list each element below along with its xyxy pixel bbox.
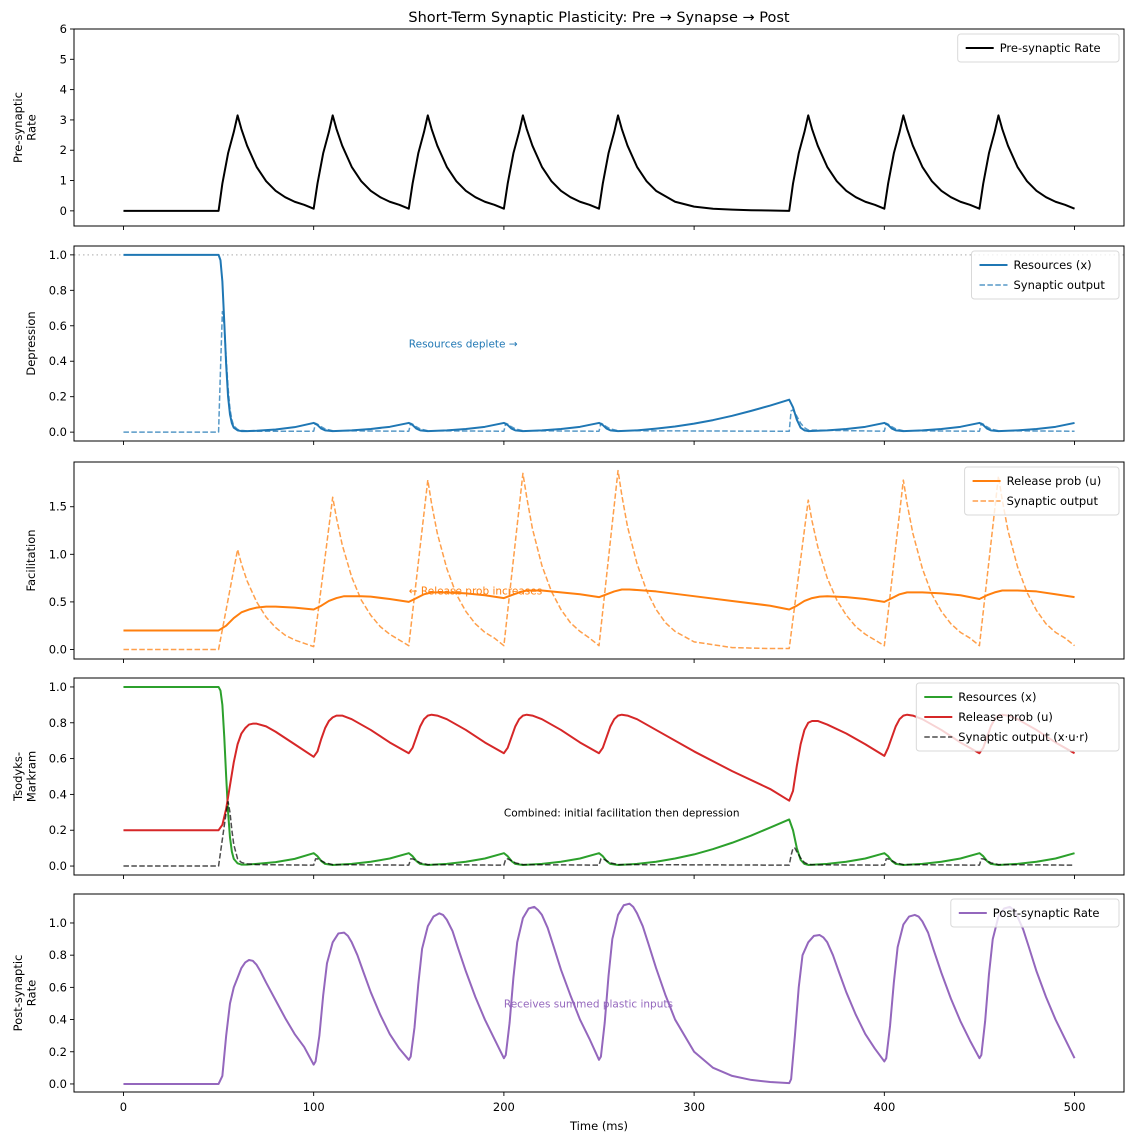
y-tick-label: 0 [60, 204, 67, 218]
y-tick-label: 3 [60, 113, 67, 127]
series-line-fac-0 [123, 588, 1075, 632]
x-tick-label: 0 [120, 1100, 127, 1114]
legend-label: Synaptic output [1007, 494, 1099, 508]
y-tick-label: 0.8 [49, 716, 67, 730]
legend-label: Release prob (u) [1007, 474, 1102, 488]
annotation-dep: Resources deplete → [409, 339, 518, 351]
series-line-dep-1 [123, 310, 1075, 433]
y-tick-label: 0.6 [49, 319, 67, 333]
legend-label: Resources (x) [958, 690, 1036, 704]
y-tick-label: 0.0 [49, 1077, 67, 1091]
panel-fac: ← Release prob increases 0.0 0.5 1.0 1.5 Faci… [24, 461, 1125, 663]
y-axis-label-dep: Depression [24, 311, 38, 375]
axes-frame [73, 677, 1125, 876]
y-axis-label-pre: Pre-synapticRate [11, 92, 39, 163]
panel-post: Receives summed plastic inputs 0.0 0.2 0.4 0… [11, 893, 1125, 1114]
legend-pre: Pre-synaptic Rate [957, 33, 1120, 63]
x-tick-label: 300 [683, 1100, 705, 1114]
y-tick-label: 1.0 [49, 248, 67, 262]
panel-dep: Resources deplete → 0.0 0.2 0.4 0.6 0.8 1.0 Dep… [24, 245, 1125, 445]
series-line-dep-0 [123, 253, 1075, 433]
y-tick-label: 0.4 [49, 1013, 67, 1027]
series-line-tm-1 [123, 713, 1076, 832]
y-tick-label: 4 [60, 83, 67, 97]
y-tick-label: 0.2 [49, 823, 67, 837]
y-tick-label: 0.6 [49, 980, 67, 994]
x-tick-label: 400 [873, 1100, 895, 1114]
series-line-fac-1 [123, 469, 1076, 651]
series-line-tm-2 [123, 800, 1075, 867]
legend-dep: Resources (x) Synaptic output [971, 250, 1120, 300]
axes-frame [73, 28, 1125, 227]
axes-frame [73, 461, 1125, 660]
legend-label: Synaptic output [1014, 278, 1106, 292]
y-tick-label: 0.0 [49, 425, 67, 439]
y-tick-label: 0.5 [49, 595, 67, 609]
annotation-tm: Combined: initial facilitation then depr… [504, 807, 740, 819]
legend-post: Post-synaptic Rate [950, 898, 1120, 928]
y-tick-label: 0.0 [49, 859, 67, 873]
panel-pre: 0 1 2 3 4 5 6 Pre-synapticRate Pre-synaptic Rate [11, 22, 1125, 230]
legend-label: Pre-synaptic Rate [1000, 41, 1101, 55]
y-axis-label-fac: Facilitation [24, 529, 38, 591]
y-tick-label: 1 [60, 174, 67, 188]
y-tick-label: 1.5 [49, 500, 67, 514]
axes-frame [73, 893, 1125, 1093]
series-line-pre-0 [123, 114, 1075, 212]
x-axis-label: Time (ms) [569, 1119, 628, 1133]
legend-label: Resources (x) [1014, 258, 1092, 272]
legend-label: Post-synaptic Rate [993, 906, 1100, 920]
x-tick-label: 100 [303, 1100, 325, 1114]
y-tick-label: 0.2 [49, 390, 67, 404]
y-axis-label-tm: Tsodyks-Markram [11, 751, 39, 802]
figure-title: Short-Term Synaptic Plasticity: Pre → Sy… [408, 10, 790, 26]
axes-frame [73, 245, 1125, 442]
annotation-fac: ← Release prob increases [409, 585, 542, 597]
legend-fac: Release prob (u) Synaptic output [964, 466, 1120, 516]
y-tick-label: 0.0 [49, 642, 67, 656]
legend-label: Release prob (u) [958, 710, 1053, 724]
legend-label: Synaptic output (x·u·r) [958, 730, 1088, 744]
y-tick-label: 1.0 [49, 916, 67, 930]
y-tick-label: 0.8 [49, 283, 67, 297]
y-tick-label: 1.0 [49, 547, 67, 561]
y-tick-label: 0.4 [49, 354, 67, 368]
y-tick-label: 0.8 [49, 948, 67, 962]
y-tick-label: 0.4 [49, 787, 67, 801]
y-tick-label: 0.2 [49, 1045, 67, 1059]
annotation-post: Receives summed plastic inputs [504, 998, 673, 1010]
x-tick-label: 500 [1064, 1100, 1086, 1114]
panel-tm: Combined: initial facilitation then depr… [11, 677, 1125, 879]
y-tick-label: 6 [60, 22, 67, 36]
series-line-post-0 [123, 902, 1076, 1085]
y-tick-label: 0.6 [49, 752, 67, 766]
legend-tm: Resources (x) Release prob (u) Synaptic ou… [915, 682, 1120, 752]
y-tick-label: 2 [60, 143, 67, 157]
y-axis-label-post: Post-synapticRate [11, 955, 39, 1032]
y-tick-label: 5 [60, 52, 67, 66]
x-tick-label: 200 [493, 1100, 515, 1114]
y-tick-label: 1.0 [49, 680, 67, 694]
